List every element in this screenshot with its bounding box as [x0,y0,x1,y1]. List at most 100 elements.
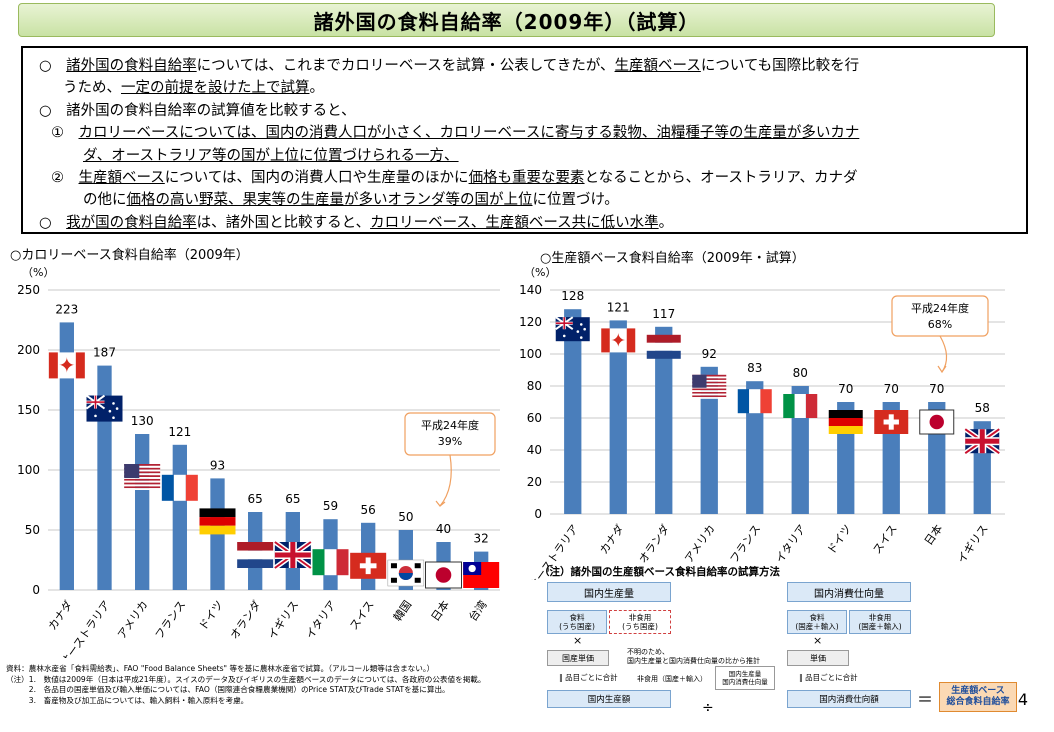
y-tick-label: 20 [527,475,542,489]
x-tick-label: イタリア [773,522,809,565]
sun-icon [929,414,944,430]
france-flag [161,474,198,501]
x-tick-label: イギリス [955,522,991,565]
flag-band [75,352,85,379]
x-tick-label: イギリス [265,598,301,641]
annotation-line2: 68% [928,318,952,331]
page-number: 4 [1017,690,1028,709]
flag-canton [692,374,707,388]
japan-flag [919,409,955,435]
data-label: 93 [210,458,225,472]
x-tick-label: カナダ [596,522,626,557]
data-label: 83 [747,361,762,375]
data-label: 223 [55,302,78,316]
data-label: 65 [285,492,300,506]
flag-canton [124,464,140,479]
domestic-consumption-value-box: 国内消費仕向額 [787,690,911,708]
usa-flag [124,464,161,490]
star-icon [579,323,583,326]
italy-stripe [805,394,818,418]
x-tick-label: フランス [727,522,763,565]
data-label: 40 [436,522,451,536]
star-icon [576,330,580,333]
flag-stripe [692,383,727,386]
flag-stripe [692,390,727,392]
korea-flag [387,559,425,587]
flag-cross [979,429,985,454]
annotation-line1: 平成24年度 [421,418,479,432]
flag-stripe [692,376,727,379]
y-tick-label: 0 [32,583,40,597]
uk-flag [963,427,1001,456]
trigram-icon [390,563,397,569]
y-tick-label: 100 [17,463,40,477]
domestic-production-value-box: 国内生産額 [547,690,671,708]
data-label: 56 [361,503,376,517]
bar [700,366,718,514]
data-label: 58 [975,401,990,415]
taiwan-flag [463,562,500,588]
flag-stripe [692,378,727,380]
france-flag [737,389,772,414]
flag-stripe [692,381,727,384]
x-tick-label: スイス [347,598,376,632]
flag-stripe [692,393,727,396]
y-tick-label: 250 [17,283,40,297]
france-stripe [737,389,750,414]
flag-stripe [692,391,727,394]
y-tick-label: 80 [527,379,542,393]
unit-price-box: 単価 [787,650,849,666]
flag-band [626,328,636,353]
calorie-chart: （%）050100150200250223✦カナダ187オーストラリア130アメ… [17,266,500,658]
canada-flag: ✦ [48,352,85,379]
flag-stripe [124,475,161,477]
germany-stripe [199,517,236,526]
flag-stripe [124,480,161,483]
bar [609,320,627,514]
y-tick-label: 50 [25,523,40,537]
flag-stripe [124,477,161,479]
flag-stripe [124,484,161,487]
italy-stripe [336,549,349,576]
x-tick-label: オランダ [227,598,264,642]
data-label: 70 [884,382,899,396]
left-chart-title: ○カロリーベース食料自給率（2009年） [10,248,249,263]
annotation-line1: 平成24年度 [911,301,969,315]
flag-cross [290,542,296,568]
germany-stripe [828,410,863,418]
bullet-5: ○ 我が国の食料自給率は、諸外国と比較すると、カロリーベース、生産額ベース共に低… [39,214,674,231]
italy-stripe [324,549,337,576]
x-tick-label: オランダ [636,522,673,566]
data-label: 117 [652,307,675,321]
x-tick-label: フランス [153,598,189,641]
flag-band [48,352,58,379]
cross-icon [359,563,377,569]
y-tick-label: 40 [527,443,542,457]
bullet-1: ○ 諸外国の食料自給率については、これまでカロリーベースを試算・公表してきたが、… [39,58,860,74]
y-tick-label: 150 [17,403,40,417]
formula-a: 非食用（国産＋輸入） [637,675,707,683]
x-tick-label: 韓国 [391,598,414,623]
flag-stripe [124,478,161,481]
x-tick-label: 日本 [921,522,945,548]
y-tick-label: 120 [520,315,542,329]
france-stripe [161,474,174,501]
star-icon [562,334,566,338]
germany-flag [199,508,236,535]
bar [564,309,582,514]
domestic-production-box: 国内生産量 [547,582,671,602]
sun-icon [468,564,476,573]
data-label: 59 [323,499,338,513]
annotation-line2: 39% [438,435,462,448]
cross-icon [883,419,899,425]
x-tick-label: アメリカ [682,522,718,565]
flag-stripe [124,473,161,476]
result-box: 生産額ベース 総合食料自給率 [939,682,1017,712]
bullet-1-cont: うため、一定の前提を設けた上で試算。 [63,80,324,97]
annotation-arrow [937,335,948,374]
germany-flag [828,410,863,434]
data-label: 187 [93,346,116,360]
flag-stripe [692,397,727,399]
netherlands-stripe [237,542,274,551]
sun-icon [435,567,452,583]
